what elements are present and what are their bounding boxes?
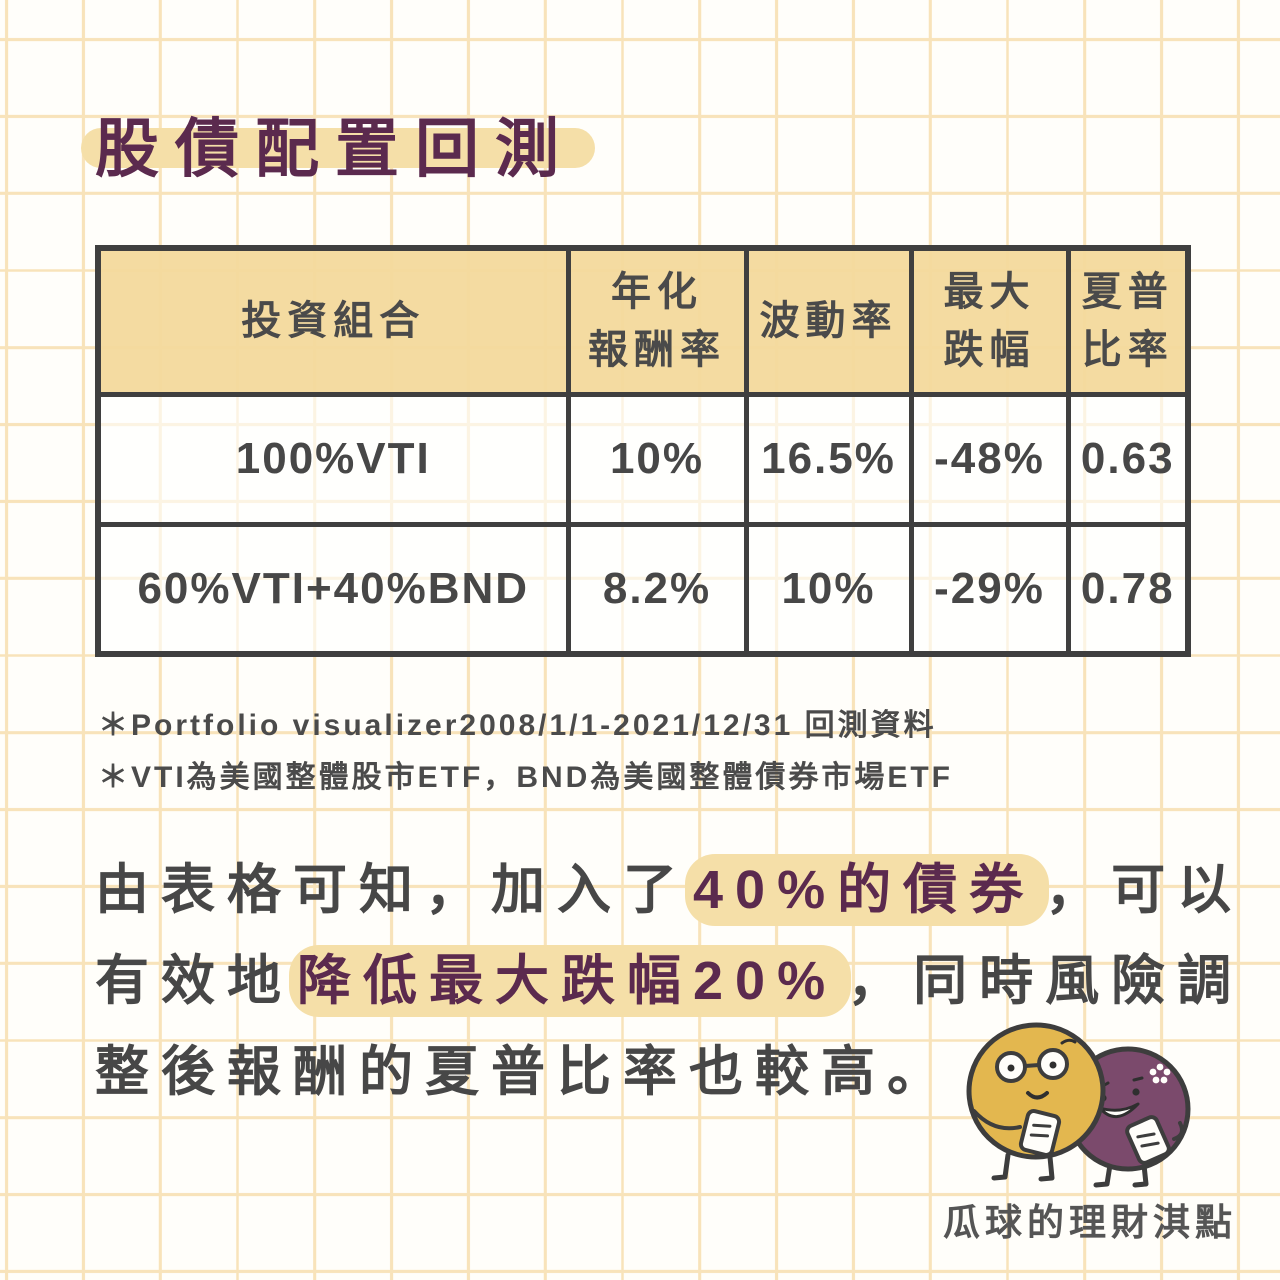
bean-mascots-illustration [966,1022,1191,1188]
yellow-bean-mascot [966,1022,1106,1182]
text-segment: 由表格可知，加入了 [95,860,689,920]
backtest-table: 投資組合 年化 報酬率 波動率 最大 跌幅 夏普 比率 100%VTI 10% … [95,245,1191,657]
table-row: 100%VTI 10% 16.5% -48% 0.63 [95,391,1191,527]
paragraph-line: 有效地降低最大跌幅20% ，同時風險調 [95,936,1243,1027]
cell-portfolio: 60%VTI+40%BND [95,521,571,657]
title-highlight-pill [81,128,595,168]
header-annual-return: 年化 報酬率 [565,245,749,397]
paragraph-line: 整後報酬的夏普比率也較高。 [95,1027,1243,1118]
page-title-text: 股債配置回測 [95,113,575,185]
cell-max-drawdown: -29% [908,521,1071,657]
cell-sharpe-ratio: 0.63 [1065,391,1191,527]
footnote-etf-definition: ＊VTI為美國整體股市ETF，BND為美國整體債券市場ETF [98,761,953,794]
cell-max-drawdown: -48% [908,391,1071,527]
cell-annual-return: 10% [565,391,749,527]
flower-icon [1149,1063,1171,1084]
paper-icon [1125,1115,1171,1165]
page-title: 股債配置回測 [81,98,595,190]
paragraph-line: 由表格可知，加入了40%的債券 ，可以 [95,845,1243,936]
text-segment: 整後報酬的夏普比率也較高。 [95,1042,953,1102]
cell-portfolio: 100%VTI [95,391,571,527]
header-portfolio: 投資組合 [95,245,571,397]
header-volatility: 波動率 [743,245,914,397]
cell-sharpe-ratio: 0.78 [1065,521,1191,657]
conclusion-paragraph: 由表格可知，加入了40%的債券 ，可以 有效地降低最大跌幅20% ，同時風險調 整後… [95,845,1243,1118]
footnote-source: ＊Portfolio visualizer2008/1/1-2021/12/31… [98,709,937,742]
header-sharpe-ratio: 夏普 比率 [1065,245,1191,397]
highlighted-text-segment: 40%的債券 [685,854,1050,926]
brand-caption: 瓜球的理財淇點 [943,1202,1237,1243]
footnotes: ＊Portfolio visualizer2008/1/1-2021/12/31… [98,700,953,804]
text-segment: ，同時風險調 [847,951,1244,1011]
table-row: 60%VTI+40%BND 8.2% 10% -29% 0.78 [95,521,1191,657]
glasses-icon [995,1048,1069,1083]
table-header-row: 投資組合 年化 報酬率 波動率 最大 跌幅 夏普 比率 [95,245,1191,397]
header-max-drawdown: 最大 跌幅 [908,245,1071,397]
cell-volatility: 10% [743,521,914,657]
cell-annual-return: 8.2% [565,521,749,657]
text-segment: 有效地 [95,951,293,1011]
paper-icon [1018,1108,1062,1158]
highlighted-text-segment: 降低最大跌幅20% [289,945,852,1017]
text-segment: ，可以 [1045,860,1244,920]
cell-volatility: 16.5% [743,391,914,527]
